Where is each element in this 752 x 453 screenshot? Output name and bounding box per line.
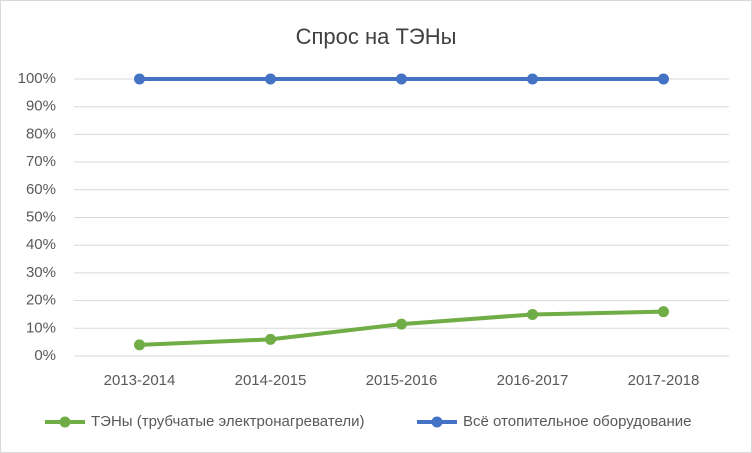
x-tick-label: 2016-2017 [497, 372, 569, 389]
x-tick-label: 2014-2015 [235, 372, 307, 389]
x-tick-label: 2015-2016 [366, 372, 438, 389]
y-tick-label: 0% [34, 347, 56, 364]
y-tick-label: 60% [26, 181, 56, 198]
y-tick-label: 30% [26, 264, 56, 281]
legend-label: Всё отопительное оборудование [463, 413, 692, 430]
legend-marker [431, 416, 443, 428]
data-point [396, 318, 407, 330]
y-tick-label: 20% [26, 292, 56, 309]
data-point [658, 73, 669, 85]
y-tick-label: 10% [26, 319, 56, 336]
x-tick-label: 2013-2014 [104, 372, 176, 389]
legend-marker [59, 416, 71, 428]
chart-title: Спрос на ТЭНы [296, 24, 457, 49]
y-tick-label: 90% [26, 98, 56, 115]
y-tick-label: 80% [26, 125, 56, 142]
data-point [527, 73, 538, 85]
y-tick-label: 100% [18, 70, 56, 87]
y-tick-label: 70% [26, 153, 56, 170]
data-point [527, 308, 538, 320]
data-point [134, 339, 145, 351]
data-point [396, 73, 407, 85]
data-point [134, 73, 145, 85]
data-point [658, 306, 669, 318]
data-point [265, 333, 276, 345]
legend-label: ТЭНы (трубчатые электронагреватели) [91, 413, 365, 430]
y-tick-label: 50% [26, 208, 56, 225]
y-tick-label: 40% [26, 236, 56, 253]
x-tick-label: 2017-2018 [628, 372, 700, 389]
data-point [265, 73, 276, 85]
